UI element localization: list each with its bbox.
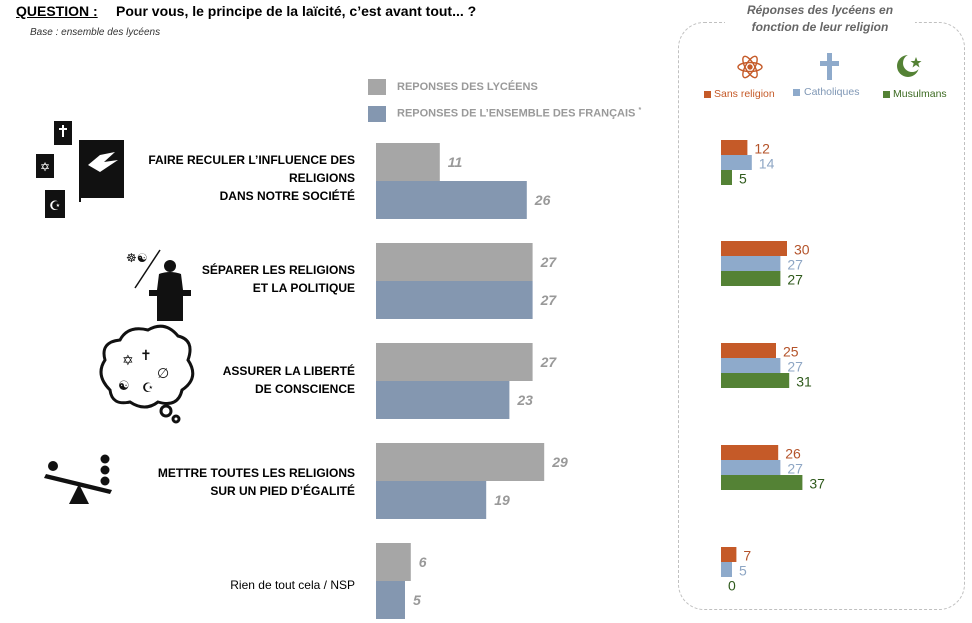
category-label-line: FAIRE RECULER L’INFLUENCE DES bbox=[148, 153, 355, 167]
religion-bar-value-label: 27 bbox=[787, 257, 803, 273]
religion-bar-value-label: 27 bbox=[787, 272, 803, 288]
category-label-reculer: FAIRE RECULER L’INFLUENCE DES RELIGIONS … bbox=[120, 151, 355, 205]
main-bar-value-label: 23 bbox=[516, 392, 533, 408]
religion-legend-musulmans: Musulmans bbox=[893, 88, 947, 100]
main-bar bbox=[376, 443, 545, 481]
category-label-liberte: ASSURER LA LIBERTÉ DE CONSCIENCE bbox=[120, 362, 355, 398]
religion-bar-value-label: 5 bbox=[739, 171, 747, 187]
category-label-line: METTRE TOUTES LES RELIGIONS bbox=[157, 466, 355, 480]
category-label-egalite: METTRE TOUTES LES RELIGIONS SUR UN PIED … bbox=[120, 464, 355, 500]
main-bar bbox=[376, 243, 533, 281]
religion-panel-title: Réponses des lycéens en fonction de leur… bbox=[725, 2, 915, 36]
religious-books-icon: ✡ ☪ bbox=[36, 121, 124, 218]
main-bar-chart: 11 27 27 29 6 26 27 23 19 5 bbox=[376, 143, 568, 619]
religion-bar bbox=[721, 358, 781, 373]
svg-text:☪: ☪ bbox=[142, 381, 154, 396]
main-bar-value-label: 6 bbox=[419, 554, 427, 570]
religion-bar bbox=[721, 460, 781, 475]
religion-bar-value-label: 26 bbox=[785, 446, 801, 462]
svg-text:✝: ✝ bbox=[140, 348, 152, 364]
main-bar-value-label: 27 bbox=[540, 292, 558, 308]
category-label-line: DANS NOTRE SOCIÉTÉ bbox=[219, 189, 355, 203]
religion-bar bbox=[721, 256, 781, 271]
religion-bar-value-label: 14 bbox=[759, 156, 775, 172]
politician-podium-icon: ☸☯ bbox=[126, 249, 191, 321]
balance-scale-icon bbox=[44, 454, 112, 504]
religion-bar bbox=[721, 373, 790, 388]
main-bar bbox=[376, 281, 533, 319]
svg-text:☯: ☯ bbox=[118, 379, 130, 394]
religion-bar-value-label: 27 bbox=[787, 359, 803, 375]
religion-legend-swatch-catho bbox=[793, 89, 800, 96]
base-note: Base : ensemble des lycéens bbox=[30, 27, 161, 38]
question-text: Pour vous, le principe de la laïcité, c’… bbox=[116, 3, 477, 19]
legend-footnote-mark: * bbox=[638, 107, 642, 114]
main-bar bbox=[376, 143, 440, 181]
legend-swatch-francais bbox=[368, 106, 386, 122]
svg-text:✡: ✡ bbox=[40, 160, 50, 174]
main-bar-value-label: 29 bbox=[551, 454, 568, 470]
religion-legend-catho: Catholiques bbox=[804, 86, 860, 98]
crescent-star-icon bbox=[897, 54, 922, 77]
svg-text:∅: ∅ bbox=[157, 366, 169, 382]
category-label-line: DE CONSCIENCE bbox=[254, 382, 355, 396]
religion-bar bbox=[721, 547, 737, 562]
religion-bar-value-label: 37 bbox=[809, 476, 825, 492]
main-bar bbox=[376, 181, 527, 219]
main-bar bbox=[376, 481, 487, 519]
atom-icon bbox=[737, 55, 763, 79]
main-bar-value-label: 26 bbox=[534, 192, 551, 208]
religion-bar-value-label: 12 bbox=[754, 141, 770, 157]
main-bar-value-label: 19 bbox=[494, 492, 510, 508]
religion-bar-value-label: 30 bbox=[794, 242, 810, 258]
thought-bubble-symbols-icon: ✡ ✝ ∅ ☯ ☪ bbox=[99, 324, 195, 424]
main-bar-value-label: 27 bbox=[540, 254, 558, 270]
category-label-nsp: Rien de tout cela / NSP bbox=[120, 576, 355, 594]
question-label: QUESTION : bbox=[16, 3, 98, 19]
religion-bar-value-label: 5 bbox=[739, 563, 747, 579]
category-label-line: Rien de tout cela / NSP bbox=[230, 578, 355, 592]
religion-legend-swatch-musulmans bbox=[883, 91, 890, 98]
religion-bar-value-label: 27 bbox=[787, 461, 803, 477]
religion-bar bbox=[721, 562, 732, 577]
svg-text:✡: ✡ bbox=[122, 353, 134, 369]
religion-bar bbox=[721, 155, 752, 170]
religion-bar bbox=[721, 140, 748, 155]
religion-bar bbox=[721, 271, 781, 286]
religion-legend-swatch-sans bbox=[704, 91, 711, 98]
category-label-separer: SÉPARER LES RELIGIONS ET LA POLITIQUE bbox=[120, 261, 355, 297]
svg-text:☸☯: ☸☯ bbox=[126, 251, 148, 265]
main-bar bbox=[376, 343, 533, 381]
religion-bar-value-label: 31 bbox=[796, 374, 812, 390]
religion-bar bbox=[721, 241, 787, 256]
main-bar bbox=[376, 581, 405, 619]
religion-bar-value-label: 0 bbox=[728, 578, 736, 594]
legend-label-francais-text: REPONSES DE L’ENSEMBLE DES FRANÇAIS bbox=[397, 107, 636, 120]
religion-bar-value-label: 7 bbox=[743, 548, 751, 564]
main-bar-value-label: 5 bbox=[413, 592, 421, 608]
religion-bar-value-label: 25 bbox=[783, 344, 799, 360]
religion-bar bbox=[721, 445, 779, 460]
category-label-line: SUR UN PIED D’ÉGALITÉ bbox=[210, 484, 355, 498]
category-label-line: ET LA POLITIQUE bbox=[252, 281, 355, 295]
category-label-line: ASSURER LA LIBERTÉ bbox=[222, 364, 355, 378]
category-label-line: RELIGIONS bbox=[288, 171, 355, 185]
legend-label-lyceens: REPONSES DES LYCÉENS bbox=[397, 81, 538, 93]
religion-bar bbox=[721, 170, 732, 185]
religion-legend-sans: Sans religion bbox=[714, 88, 775, 100]
legend-swatch-lyceens bbox=[368, 79, 386, 95]
svg-text:☪: ☪ bbox=[49, 199, 61, 214]
main-bar bbox=[376, 381, 510, 419]
legend-label-francais: REPONSES DE L’ENSEMBLE DES FRANÇAIS * bbox=[397, 107, 641, 120]
religion-bar bbox=[721, 475, 803, 490]
main-bar-value-label: 11 bbox=[448, 154, 463, 170]
main-bar-value-label: 27 bbox=[540, 354, 558, 370]
cross-icon bbox=[820, 53, 839, 80]
religion-bar bbox=[721, 343, 776, 358]
main-bar bbox=[376, 543, 411, 581]
category-label-line: SÉPARER LES RELIGIONS bbox=[201, 263, 355, 277]
